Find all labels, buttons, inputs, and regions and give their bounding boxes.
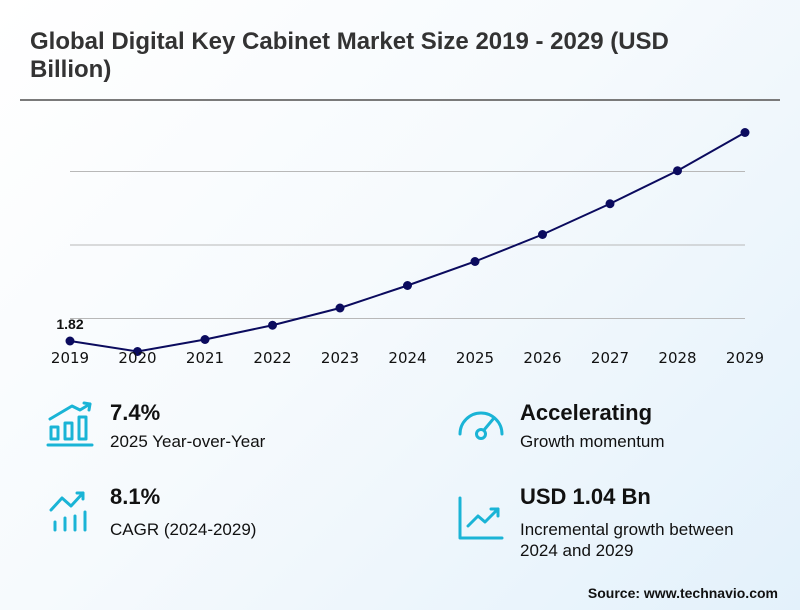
title-divider xyxy=(20,99,780,101)
data-point-2021 xyxy=(200,335,210,344)
x-tick-2023: 2023 xyxy=(321,349,359,367)
stat-cagr-value: 8.1% xyxy=(110,484,161,509)
data-labels: 1.82 xyxy=(56,316,83,332)
stat-cagr-label: CAGR (2024-2029) xyxy=(110,520,257,539)
x-tick-2027: 2027 xyxy=(591,349,629,367)
data-point-2029 xyxy=(740,128,750,137)
data-point-2027 xyxy=(605,199,615,209)
gridlines xyxy=(70,171,745,319)
bar-chart-growth-icon xyxy=(46,401,94,447)
x-tick-2019: 2019 xyxy=(51,349,89,367)
x-tick-2024: 2024 xyxy=(388,349,426,367)
chart-title: Global Digital Key Cabinet Market Size 2… xyxy=(30,28,669,83)
line-chart: 1.82 2019 2020 2021 2022 2023 2024 2025 2026 202… xyxy=(51,128,764,367)
x-tick-2020: 2020 xyxy=(118,349,156,367)
data-point-2019 xyxy=(65,336,75,346)
x-tick-2021: 2021 xyxy=(186,349,224,367)
data-label-2019: 1.82 xyxy=(56,316,83,332)
data-point-2020 xyxy=(133,347,142,356)
data-point-2026 xyxy=(538,230,547,239)
data-points xyxy=(65,128,750,356)
data-point-2028 xyxy=(673,166,682,176)
source-credit: Source: www.technavio.com xyxy=(587,585,778,601)
stat-momentum-label: Growth momentum xyxy=(520,432,665,451)
x-axis-ticks: 2019 2020 2021 2022 2023 2024 2025 2026 2027 2028… xyxy=(51,349,764,367)
x-tick-2025: 2025 xyxy=(456,349,494,367)
trend-bars-icon xyxy=(49,491,87,532)
stat-incremental: USD 1.04 Bn Incremental growth between 2… xyxy=(456,482,776,562)
stat-incremental-value: USD 1.04 Bn xyxy=(520,484,651,509)
stat-yoy-value: 7.4% xyxy=(110,400,161,425)
stat-momentum: Accelerating Growth momentum xyxy=(456,398,776,458)
stat-momentum-value: Accelerating xyxy=(520,400,653,425)
speedometer-icon xyxy=(458,411,504,440)
data-point-2024 xyxy=(403,281,412,290)
stat-yoy: 7.4% 2025 Year-over-Year xyxy=(46,398,376,458)
x-tick-2026: 2026 xyxy=(523,349,561,367)
line-chart-up-icon xyxy=(458,496,504,540)
stat-cagr: 8.1% CAGR (2024-2029) xyxy=(46,482,376,542)
data-point-2022 xyxy=(268,320,277,330)
x-tick-2028: 2028 xyxy=(658,349,696,367)
stat-incremental-label: Incremental growth between 2024 and 2029 xyxy=(520,520,734,560)
data-point-2025 xyxy=(470,257,480,266)
stat-yoy-label: 2025 Year-over-Year xyxy=(110,432,266,451)
data-point-2023 xyxy=(335,303,345,313)
x-tick-2022: 2022 xyxy=(253,349,291,367)
x-tick-2029: 2029 xyxy=(726,349,764,367)
